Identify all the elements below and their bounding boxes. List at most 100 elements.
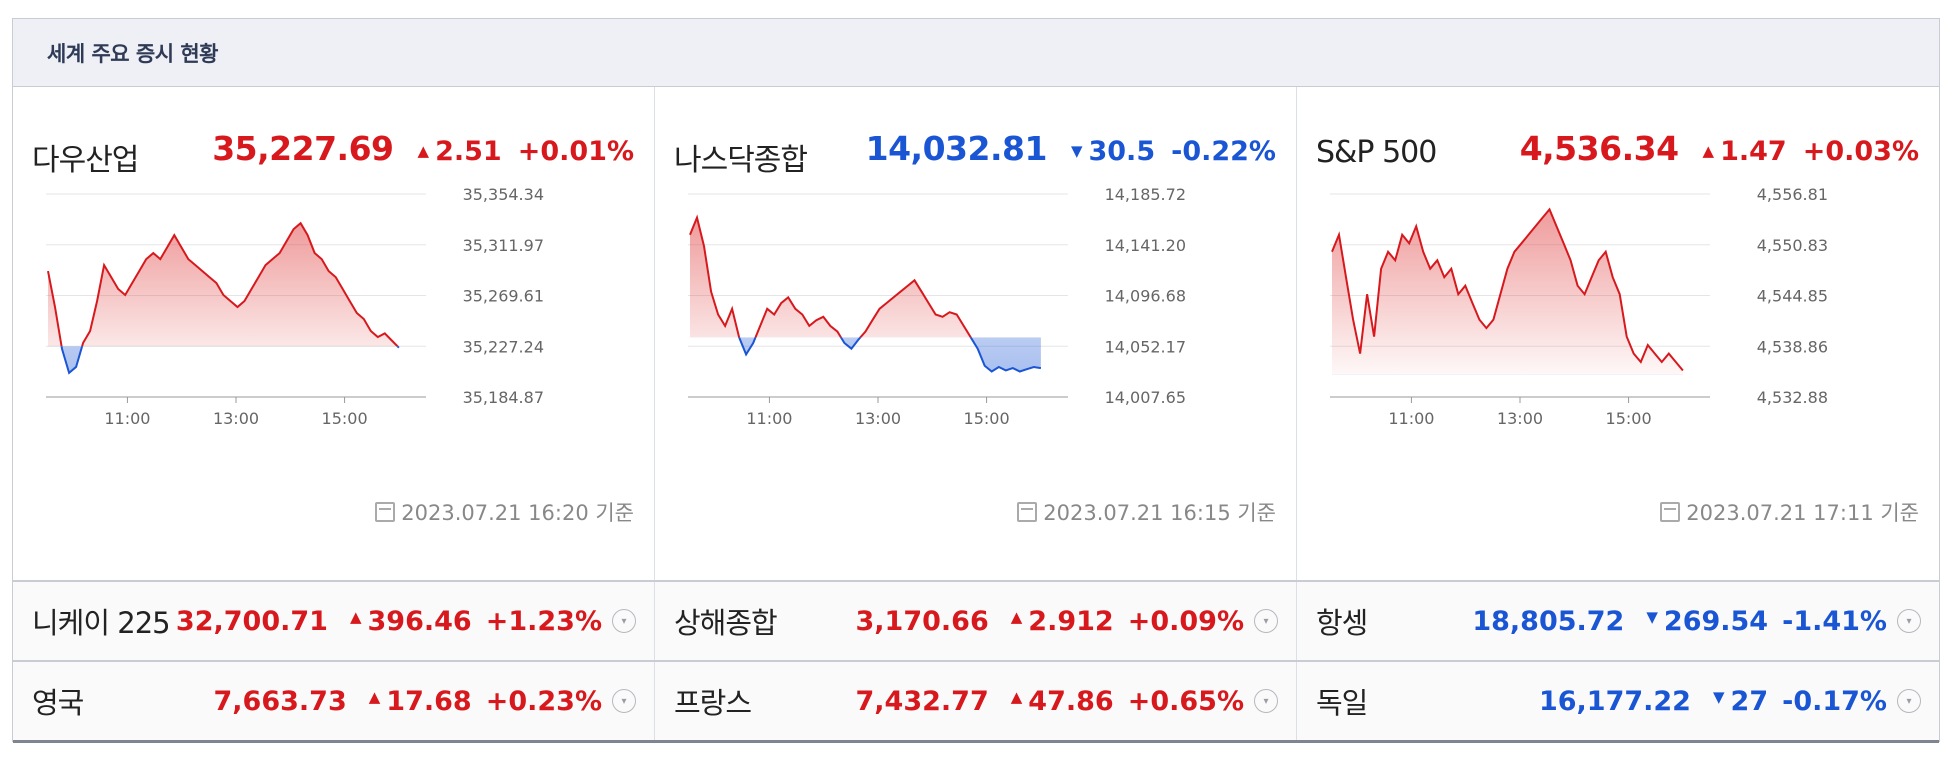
y-tick-label: 14,096.68 (1105, 287, 1186, 306)
index-change: 1.47 (1720, 136, 1787, 167)
index-pct: +1.23% (485, 605, 602, 637)
calendar-icon (375, 502, 396, 522)
index-name: 나스닥종합 (674, 143, 808, 178)
timestamp: 2023.07.21 17:11 기준 (1660, 497, 1919, 527)
y-tick-label: 14,141.20 (1105, 236, 1186, 255)
index-change: 269.54 (1663, 605, 1769, 637)
index-name: 영국 (32, 686, 84, 720)
x-tick-label: 15:00 (1606, 409, 1652, 428)
index-value: 32,700.71 (175, 605, 328, 637)
x-tick-label: 15:00 (964, 409, 1010, 428)
up-arrow-icon: ▲ (368, 688, 381, 706)
y-tick-label: 4,538.86 (1757, 337, 1828, 356)
chart-nasdaq: 14,185.72 14,141.20 14,096.68 14,052.17 14,0… (688, 185, 1186, 428)
cell-hangseng[interactable]: 항셍 18,805.72 ▼ 269.54 -1.41% ▾ (1297, 582, 1939, 660)
y-tick-label: 35,354.34 (463, 185, 544, 204)
index-quote: 4,536.34 ▲ 1.47 +0.03% (1520, 129, 1939, 168)
index-change: 27 (1730, 685, 1769, 717)
y-tick-label: 4,532.88 (1757, 388, 1828, 407)
chevron-down-icon[interactable]: ▾ (612, 689, 636, 713)
up-arrow-icon: ▲ (417, 142, 430, 160)
index-pct: +0.03% (1802, 136, 1919, 167)
index-change: 2.912 (1028, 605, 1114, 637)
index-rows: 니케이 225 32,700.71 ▲ 396.46 +1.23% ▾ 상해종합… (13, 580, 1939, 743)
index-value: 18,805.72 (1472, 605, 1625, 637)
series-line (47, 221, 399, 347)
y-tick-label: 14,185.72 (1105, 185, 1186, 204)
chevron-down-icon[interactable]: ▾ (1897, 609, 1921, 633)
calendar-icon (1660, 502, 1681, 522)
down-arrow-icon: ▼ (1712, 688, 1725, 706)
cell-germany[interactable]: 독일 16,177.22 ▼ 27 -0.17% ▾ (1297, 662, 1939, 740)
index-pct: +0.01% (517, 136, 634, 167)
series-line (738, 337, 1042, 373)
index-value: 35,227.69 (212, 129, 394, 168)
series-area (1332, 209, 1683, 375)
series-line (689, 214, 972, 338)
index-change: 396.46 (367, 605, 472, 637)
index-quote: 35,227.69 ▲ 2.51 +0.01% (212, 129, 654, 168)
index-pct: +0.65% (1127, 685, 1244, 717)
index-name: 프랑스 (674, 686, 752, 720)
x-tick-label: 11:00 (1388, 409, 1434, 428)
index-panels: 다우산업 35,227.69 ▲ 2.51 +0.01% 35,354.34 35… (13, 87, 1939, 580)
x-tick-label: 13:00 (1497, 409, 1543, 428)
up-arrow-icon: ▲ (1702, 142, 1715, 160)
y-tick-label: 14,007.65 (1105, 388, 1186, 407)
index-value: 3,170.66 (855, 605, 989, 637)
index-pct: -0.17% (1782, 685, 1887, 717)
widget-title: 세계 주요 증시 현황 (47, 41, 219, 66)
index-quote: 14,032.81 ▼ 30.5 -0.22% (866, 129, 1296, 168)
index-value: 14,032.81 (865, 129, 1048, 168)
world-indices-widget: 세계 주요 증시 현황 다우산업 35,227.69 ▲ 2.51 +0.01%… (12, 18, 1940, 743)
index-name: 항셍 (1316, 606, 1368, 640)
chart-dow: 35,354.34 35,311.97 35,269.61 35,227.24 35,1… (46, 185, 544, 428)
y-tick-label: 4,544.85 (1757, 287, 1828, 306)
widget-header: 세계 주요 증시 현황 (13, 19, 1939, 87)
cell-uk[interactable]: 영국 7,663.73 ▲ 17.68 +0.23% ▾ (13, 662, 655, 740)
series-area (48, 223, 399, 347)
x-tick-label: 13:00 (213, 409, 259, 428)
y-tick-label: 4,556.81 (1757, 185, 1828, 204)
series-area (690, 337, 1041, 372)
index-pct: -1.41% (1782, 605, 1887, 637)
chevron-down-icon[interactable]: ▾ (1897, 689, 1921, 713)
cell-nikkei[interactable]: 니케이 225 32,700.71 ▲ 396.46 +1.23% ▾ (13, 582, 655, 660)
panel-dow[interactable]: 다우산업 35,227.69 ▲ 2.51 +0.01% 35,354.34 35… (13, 87, 655, 580)
y-tick-label: 35,269.61 (463, 287, 544, 306)
panel-sp500[interactable]: S&P 500 4,536.34 ▲ 1.47 +0.03% 4,556.81 4… (1297, 87, 1939, 580)
index-pct: -0.22% (1171, 136, 1276, 167)
up-arrow-icon: ▲ (1010, 688, 1023, 706)
y-tick-label: 35,227.24 (463, 337, 544, 356)
index-name: 상해종합 (674, 606, 778, 640)
chevron-down-icon[interactable]: ▾ (612, 609, 636, 633)
y-tick-label: 14,052.17 (1105, 337, 1186, 356)
chevron-down-icon[interactable]: ▾ (1254, 609, 1278, 633)
index-change: 2.51 (435, 136, 502, 167)
x-tick-label: 13:00 (855, 409, 901, 428)
index-pct: +0.09% (1127, 605, 1244, 637)
down-arrow-icon: ▼ (1070, 142, 1083, 160)
y-tick-label: 4,550.83 (1757, 236, 1828, 255)
index-value: 7,432.77 (855, 685, 989, 717)
timestamp: 2023.07.21 16:20 기준 (375, 497, 634, 527)
index-change: 47.86 (1028, 685, 1114, 717)
panel-nasdaq[interactable]: 나스닥종합 14,032.81 ▼ 30.5 -0.22% 14,185.72 1… (655, 87, 1297, 580)
y-tick-label: 35,311.97 (463, 236, 544, 255)
index-row: 영국 7,663.73 ▲ 17.68 +0.23% ▾ 프랑스 7,432.7… (13, 660, 1939, 743)
y-tick-label: 35,184.87 (463, 388, 544, 407)
index-value: 16,177.22 (1538, 685, 1691, 717)
chart-sp500: 4,556.81 4,550.83 4,544.85 4,538.86 4,532.88… (1330, 185, 1828, 428)
index-row: 니케이 225 32,700.71 ▲ 396.46 +1.23% ▾ 상해종합… (13, 580, 1939, 660)
down-arrow-icon: ▼ (1646, 608, 1658, 626)
x-tick-label: 11:00 (746, 409, 792, 428)
chevron-down-icon[interactable]: ▾ (1254, 689, 1278, 713)
index-name: 니케이 225 (32, 606, 171, 640)
index-name: S&P 500 (1316, 135, 1437, 170)
cell-france[interactable]: 프랑스 7,432.77 ▲ 47.86 +0.65% ▾ (655, 662, 1297, 740)
cell-shanghai[interactable]: 상해종합 3,170.66 ▲ 2.912 +0.09% ▾ (655, 582, 1297, 660)
index-value: 7,663.73 (213, 685, 347, 717)
series-line (1331, 207, 1684, 372)
x-tick-label: 15:00 (322, 409, 368, 428)
index-pct: +0.23% (485, 685, 602, 717)
